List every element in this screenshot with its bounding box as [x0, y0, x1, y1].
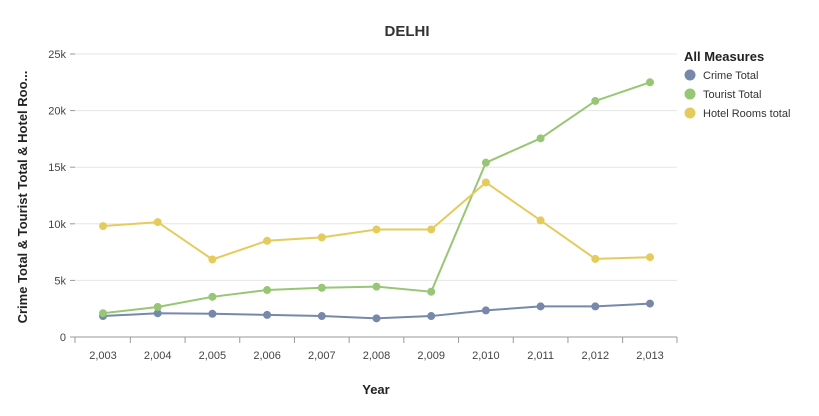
data-point[interactable] — [317, 312, 326, 321]
series-tourist-total — [99, 78, 654, 318]
x-tick-label: 2,012 — [582, 350, 610, 362]
data-point[interactable] — [427, 225, 436, 234]
legend-label: Tourist Total — [703, 89, 762, 101]
x-tick-label: 2,013 — [636, 350, 664, 362]
data-point[interactable] — [536, 134, 545, 143]
y-axis: 0 5k 10k 15k 20k 25k — [48, 49, 75, 344]
legend-item[interactable]: Hotel Rooms total — [684, 107, 791, 121]
data-point[interactable] — [481, 178, 490, 187]
legend-marker — [684, 107, 696, 119]
data-point[interactable] — [317, 283, 326, 292]
legend-item[interactable]: Crime Total — [684, 69, 759, 83]
data-point[interactable] — [481, 306, 490, 315]
data-point[interactable] — [646, 78, 654, 87]
series-crime-total — [99, 299, 654, 323]
data-point[interactable] — [481, 158, 490, 167]
data-point[interactable] — [208, 309, 217, 318]
grid-lines — [75, 53, 677, 281]
data-point[interactable] — [317, 233, 326, 242]
data-point[interactable] — [372, 314, 381, 323]
data-point[interactable] — [646, 253, 654, 262]
x-tick-label: 2,006 — [253, 350, 281, 362]
data-point[interactable] — [153, 303, 162, 312]
legend-label: Crime Total — [703, 70, 758, 82]
data-point[interactable] — [427, 312, 436, 321]
chart-title: DELHI — [385, 23, 430, 40]
x-tick-label: 2,007 — [308, 350, 336, 362]
y-tick-label: 20k — [48, 106, 66, 118]
data-point[interactable] — [263, 310, 272, 319]
series-hotel-rooms-total — [99, 178, 654, 264]
y-tick-label: 5k — [54, 275, 66, 287]
data-point[interactable] — [372, 225, 381, 234]
y-tick-label: 15k — [48, 162, 66, 174]
data-point[interactable] — [208, 255, 217, 264]
legend-item[interactable]: Tourist Total — [684, 88, 762, 102]
data-point[interactable] — [536, 216, 545, 225]
y-tick-label: 10k — [48, 219, 66, 231]
y-axis-title: Crime Total & Tourist Total & Hotel Roo.… — [15, 71, 30, 324]
x-tick-label: 2,004 — [144, 350, 172, 362]
y-tick-label: 25k — [48, 49, 66, 61]
data-point[interactable] — [263, 286, 272, 295]
data-point[interactable] — [591, 302, 600, 311]
legend-title: All Measures — [684, 49, 764, 64]
x-tick-label: 2,009 — [417, 350, 445, 362]
data-point[interactable] — [263, 236, 272, 245]
data-point[interactable] — [153, 218, 162, 227]
series-line — [102, 81, 651, 315]
series-layer — [99, 78, 654, 323]
legend-label: Hotel Rooms total — [703, 108, 790, 120]
x-axis: 2,003 2,004 2,005 2,006 2,007 2,008 2,009 2,010… — [74, 336, 678, 362]
data-point[interactable] — [153, 309, 162, 318]
data-point[interactable] — [208, 292, 217, 301]
x-tick-label: 2,011 — [527, 350, 554, 362]
x-axis-title: Year — [362, 382, 389, 397]
series-line — [102, 181, 651, 261]
data-point[interactable] — [372, 282, 381, 291]
data-point[interactable] — [646, 299, 654, 308]
data-point[interactable] — [427, 287, 436, 296]
legend: All Measures Crime Total Tourist Total Hot… — [684, 49, 790, 120]
legend-marker — [684, 88, 696, 100]
legend-marker — [684, 69, 696, 81]
x-tick-label: 2,003 — [89, 350, 117, 362]
x-tick-label: 2,010 — [472, 350, 500, 362]
data-point[interactable] — [99, 222, 107, 231]
data-point[interactable] — [591, 96, 600, 105]
data-point[interactable] — [591, 254, 600, 263]
y-tick-label: 0 — [60, 332, 66, 344]
data-point[interactable] — [99, 309, 107, 318]
data-point[interactable] — [536, 302, 545, 311]
x-tick-label: 2,005 — [199, 350, 227, 362]
x-tick-label: 2,008 — [363, 350, 391, 362]
